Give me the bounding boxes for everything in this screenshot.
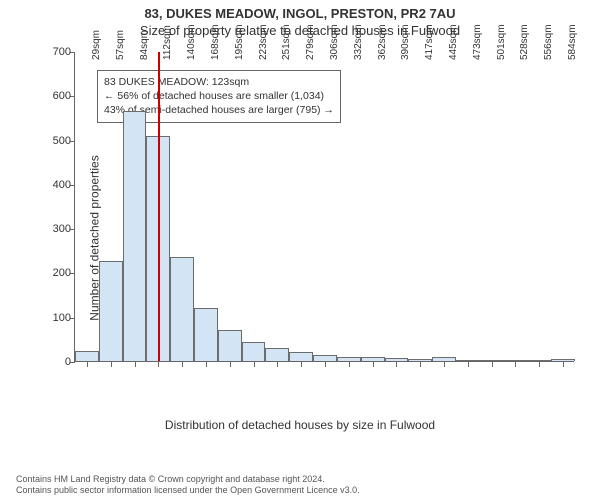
y-tick-label: 100	[39, 312, 71, 324]
x-tick-mark	[349, 362, 350, 367]
histogram-bar	[75, 351, 99, 361]
x-tick-label: 390sqm	[400, 24, 411, 60]
x-tick-mark	[563, 362, 564, 367]
y-tick-label: 200	[39, 267, 71, 279]
x-tick-label: 584sqm	[567, 24, 578, 60]
x-tick-mark	[206, 362, 207, 367]
x-tick-mark	[420, 362, 421, 367]
x-tick-label: 279sqm	[305, 24, 316, 60]
histogram-bar	[218, 330, 242, 361]
y-tick-label: 700	[39, 46, 71, 58]
x-tick-mark	[111, 362, 112, 367]
x-tick-label: 84sqm	[139, 30, 150, 60]
x-tick-label: 473sqm	[472, 24, 483, 60]
title-block: 83, DUKES MEADOW, INGOL, PRESTON, PR2 7A…	[0, 0, 600, 38]
annotation-line: ← 56% of detached houses are smaller (1,…	[104, 89, 334, 103]
copyright-line: Contains HM Land Registry data © Crown c…	[16, 474, 360, 485]
histogram-bar	[123, 111, 147, 361]
x-tick-label: 57sqm	[115, 30, 126, 60]
histogram-bar	[194, 308, 218, 361]
page-subtitle: Size of property relative to detached ho…	[0, 23, 600, 38]
histogram-bar	[551, 359, 575, 361]
plot-area: 83 DUKES MEADOW: 123sqm← 56% of detached…	[74, 52, 574, 362]
histogram-bar	[456, 360, 480, 361]
x-tick-mark	[254, 362, 255, 367]
page-title: 83, DUKES MEADOW, INGOL, PRESTON, PR2 7A…	[0, 6, 600, 21]
x-tick-label: 362sqm	[377, 24, 388, 60]
x-tick-group	[75, 362, 575, 422]
y-tick-label: 600	[39, 90, 71, 102]
histogram-bar	[99, 261, 123, 361]
histogram-bar	[432, 357, 456, 361]
x-tick-mark	[135, 362, 136, 367]
histogram-bar	[504, 360, 528, 361]
y-tick-label: 500	[39, 135, 71, 147]
y-tick-label: 300	[39, 223, 71, 235]
x-tick-label: 251sqm	[281, 24, 292, 60]
histogram-bar	[289, 352, 313, 361]
histogram-bar	[408, 359, 432, 361]
x-tick-mark	[87, 362, 88, 367]
x-tick-mark	[277, 362, 278, 367]
x-tick-mark	[492, 362, 493, 367]
x-tick-mark	[468, 362, 469, 367]
x-tick-mark	[301, 362, 302, 367]
histogram-bar	[385, 358, 409, 361]
reference-line	[158, 52, 160, 361]
histogram-bar	[170, 257, 194, 361]
copyright-line: Contains public sector information licen…	[16, 485, 360, 496]
x-tick-label: 29sqm	[91, 30, 102, 60]
x-tick-label: 417sqm	[424, 24, 435, 60]
histogram-bar	[313, 355, 337, 361]
histogram-bar	[480, 360, 504, 361]
x-tick-mark	[396, 362, 397, 367]
histogram-bar	[527, 360, 551, 361]
x-tick-label: 556sqm	[543, 24, 554, 60]
histogram-bar	[242, 342, 266, 361]
x-tick-mark	[444, 362, 445, 367]
y-tick-label: 400	[39, 179, 71, 191]
histogram-bar	[361, 357, 385, 361]
x-tick-label: 223sqm	[258, 24, 269, 60]
x-tick-label: 140sqm	[186, 24, 197, 60]
x-tick-label: 195sqm	[234, 24, 245, 60]
copyright-notice: Contains HM Land Registry data © Crown c…	[16, 474, 360, 497]
x-tick-label: 168sqm	[210, 24, 221, 60]
histogram-bar	[337, 357, 361, 361]
x-tick-label: 528sqm	[519, 24, 530, 60]
x-tick-mark	[182, 362, 183, 367]
x-tick-label: 112sqm	[162, 25, 173, 60]
x-tick-label: 306sqm	[329, 24, 340, 60]
x-tick-mark	[515, 362, 516, 367]
x-tick-label: 445sqm	[448, 24, 459, 60]
x-tick-label: 501sqm	[496, 24, 507, 60]
y-tick-label: 0	[39, 356, 71, 368]
x-tick-mark	[539, 362, 540, 367]
x-tick-label: 332sqm	[353, 24, 364, 60]
histogram-bar	[265, 348, 289, 361]
x-tick-mark	[325, 362, 326, 367]
x-tick-mark	[158, 362, 159, 367]
x-tick-mark	[230, 362, 231, 367]
annotation-line: 83 DUKES MEADOW: 123sqm	[104, 75, 334, 89]
chart-container: Number of detached properties 83 DUKES M…	[18, 46, 582, 430]
x-tick-mark	[373, 362, 374, 367]
x-axis-label: Distribution of detached houses by size …	[165, 418, 435, 432]
